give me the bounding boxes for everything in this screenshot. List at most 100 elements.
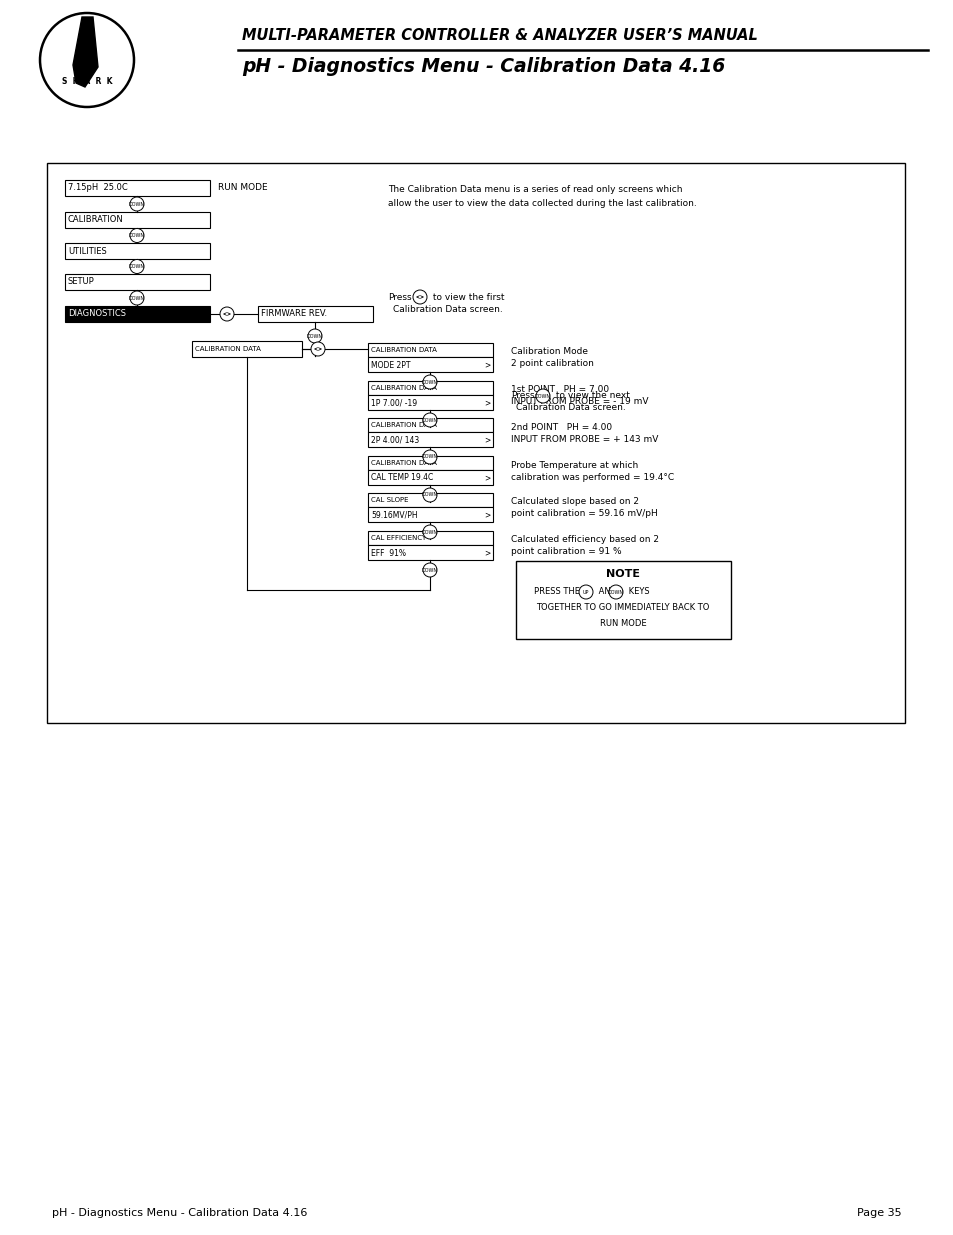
Text: INPUT FROM PROBE = - 19 mV: INPUT FROM PROBE = - 19 mV bbox=[511, 398, 648, 406]
Text: AND: AND bbox=[596, 588, 619, 597]
Text: Press: Press bbox=[388, 293, 411, 301]
Circle shape bbox=[422, 563, 436, 577]
Bar bbox=[368, 395, 493, 410]
Bar bbox=[368, 531, 493, 545]
Bar bbox=[368, 343, 493, 357]
Circle shape bbox=[422, 375, 436, 389]
Bar bbox=[257, 306, 373, 322]
Bar bbox=[65, 212, 210, 228]
Text: DOWN: DOWN bbox=[307, 333, 323, 338]
Text: DOWN: DOWN bbox=[421, 568, 437, 573]
Bar bbox=[368, 508, 493, 522]
Text: DOWN: DOWN bbox=[421, 379, 437, 384]
Text: CALIBRATION DATA: CALIBRATION DATA bbox=[371, 422, 436, 429]
Text: DOWN: DOWN bbox=[607, 589, 623, 594]
Text: UP: UP bbox=[582, 589, 589, 594]
Text: pH - Diagnostics Menu - Calibration Data 4.16: pH - Diagnostics Menu - Calibration Data… bbox=[242, 58, 724, 77]
Text: Calibration Data screen.: Calibration Data screen. bbox=[393, 305, 502, 314]
Circle shape bbox=[536, 389, 550, 403]
Text: MODE 2PT: MODE 2PT bbox=[371, 361, 410, 369]
Text: >: > bbox=[483, 436, 490, 445]
Text: Calculated efficiency based on 2: Calculated efficiency based on 2 bbox=[511, 536, 659, 545]
Text: 1P 7.00/ -19: 1P 7.00/ -19 bbox=[371, 399, 416, 408]
Text: allow the user to view the data collected during the last calibration.: allow the user to view the data collecte… bbox=[388, 199, 696, 207]
Bar bbox=[192, 341, 302, 357]
Bar bbox=[368, 471, 493, 485]
Text: DOWN: DOWN bbox=[421, 493, 437, 498]
Polygon shape bbox=[73, 17, 98, 86]
Text: Calibration Mode: Calibration Mode bbox=[511, 347, 587, 357]
Circle shape bbox=[130, 291, 144, 305]
Text: Probe Temperature at which: Probe Temperature at which bbox=[511, 461, 638, 469]
Bar bbox=[368, 382, 493, 395]
Text: DOWN: DOWN bbox=[535, 394, 551, 399]
Text: The Calibration Data menu is a series of read only screens which: The Calibration Data menu is a series of… bbox=[388, 185, 681, 194]
Text: 2P 4.00/ 143: 2P 4.00/ 143 bbox=[371, 436, 418, 445]
Text: UTILITIES: UTILITIES bbox=[68, 247, 107, 256]
Circle shape bbox=[413, 290, 427, 304]
Text: to view the next: to view the next bbox=[553, 391, 629, 400]
Text: DOWN: DOWN bbox=[129, 264, 145, 269]
Circle shape bbox=[40, 14, 133, 107]
Bar bbox=[65, 306, 210, 322]
Bar bbox=[368, 545, 493, 559]
Bar bbox=[368, 432, 493, 447]
Circle shape bbox=[130, 198, 144, 211]
Text: TOGETHER TO GO IMMEDIATELY BACK TO: TOGETHER TO GO IMMEDIATELY BACK TO bbox=[536, 604, 709, 613]
Text: MULTI-PARAMETER CONTROLLER & ANALYZER USER’S MANUAL: MULTI-PARAMETER CONTROLLER & ANALYZER US… bbox=[242, 27, 757, 42]
Text: DOWN: DOWN bbox=[129, 201, 145, 206]
Text: DIAGNOSTICS: DIAGNOSTICS bbox=[68, 310, 126, 319]
Circle shape bbox=[422, 488, 436, 501]
Text: Press: Press bbox=[511, 391, 534, 400]
Text: RUN MODE: RUN MODE bbox=[218, 184, 268, 193]
Bar bbox=[368, 417, 493, 432]
Text: calibration was performed = 19.4°C: calibration was performed = 19.4°C bbox=[511, 473, 674, 482]
Bar bbox=[47, 163, 904, 722]
Circle shape bbox=[220, 308, 233, 321]
Bar bbox=[65, 243, 210, 259]
Text: CALIBRATION: CALIBRATION bbox=[68, 215, 124, 225]
Text: S  H  A  R  K: S H A R K bbox=[62, 78, 112, 86]
Text: Calculated slope based on 2: Calculated slope based on 2 bbox=[511, 498, 639, 506]
Text: CALIBRATION DATA: CALIBRATION DATA bbox=[371, 459, 436, 466]
Circle shape bbox=[130, 228, 144, 242]
Bar bbox=[368, 357, 493, 372]
Text: 2nd POINT   PH = 4.00: 2nd POINT PH = 4.00 bbox=[511, 422, 612, 431]
Text: CAL EFFICIENCY: CAL EFFICIENCY bbox=[371, 535, 426, 541]
Text: CAL TEMP 19.4C: CAL TEMP 19.4C bbox=[371, 473, 433, 483]
Text: >: > bbox=[483, 361, 490, 369]
Circle shape bbox=[578, 585, 593, 599]
Text: pH - Diagnostics Menu - Calibration Data 4.16: pH - Diagnostics Menu - Calibration Data… bbox=[52, 1208, 307, 1218]
Text: >: > bbox=[483, 510, 490, 520]
Text: DOWN: DOWN bbox=[129, 233, 145, 238]
Text: CALIBRATION DATA: CALIBRATION DATA bbox=[194, 346, 260, 352]
Text: DOWN: DOWN bbox=[421, 530, 437, 535]
Text: FIRMWARE REV.: FIRMWARE REV. bbox=[261, 310, 327, 319]
Circle shape bbox=[311, 342, 325, 356]
Text: CAL SLOPE: CAL SLOPE bbox=[371, 496, 408, 503]
Bar bbox=[65, 180, 210, 196]
Text: SETUP: SETUP bbox=[68, 278, 94, 287]
Circle shape bbox=[422, 450, 436, 464]
Text: to view the first: to view the first bbox=[430, 293, 504, 301]
Circle shape bbox=[308, 329, 322, 343]
Text: >: > bbox=[483, 399, 490, 408]
Circle shape bbox=[608, 585, 622, 599]
Text: EFF  91%: EFF 91% bbox=[371, 548, 406, 557]
Text: RUN MODE: RUN MODE bbox=[599, 619, 645, 627]
Text: Calibration Data screen.: Calibration Data screen. bbox=[516, 404, 625, 412]
Text: 7.15pH  25.0C: 7.15pH 25.0C bbox=[68, 184, 128, 193]
Text: point calibration = 59.16 mV/pH: point calibration = 59.16 mV/pH bbox=[511, 510, 657, 519]
Text: DOWN: DOWN bbox=[421, 454, 437, 459]
Text: point calibration = 91 %: point calibration = 91 % bbox=[511, 547, 621, 557]
Bar bbox=[368, 456, 493, 471]
Bar bbox=[368, 493, 493, 508]
Text: 59.16MV/PH: 59.16MV/PH bbox=[371, 510, 417, 520]
Text: >: > bbox=[483, 473, 490, 483]
Text: >: > bbox=[483, 548, 490, 557]
Text: PRESS THE: PRESS THE bbox=[534, 588, 579, 597]
Bar bbox=[516, 561, 730, 638]
Text: CALIBRATION DATA: CALIBRATION DATA bbox=[371, 385, 436, 391]
Text: NOTE: NOTE bbox=[605, 569, 639, 579]
Text: CALIBRATION DATA: CALIBRATION DATA bbox=[371, 347, 436, 353]
